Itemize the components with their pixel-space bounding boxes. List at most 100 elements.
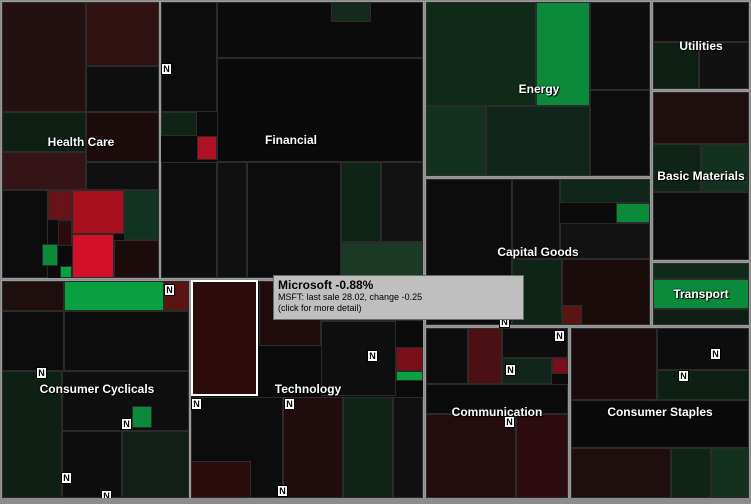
tile[interactable] <box>616 203 650 223</box>
tile[interactable] <box>536 2 590 106</box>
news-icon[interactable]: N <box>36 367 47 379</box>
tile[interactable] <box>114 240 159 278</box>
tile[interactable] <box>48 190 72 220</box>
tile[interactable] <box>653 42 699 89</box>
sector-utilities[interactable]: Utilities <box>652 1 750 90</box>
news-icon[interactable]: N <box>554 330 565 342</box>
news-icon[interactable]: N <box>61 472 72 484</box>
tile[interactable] <box>657 328 749 370</box>
tile[interactable] <box>64 281 164 311</box>
tile[interactable] <box>283 397 343 498</box>
tile[interactable] <box>161 162 217 278</box>
sector-communication[interactable]: Communication <box>425 327 569 499</box>
tile[interactable] <box>426 106 486 176</box>
tile[interactable] <box>217 58 423 162</box>
news-icon[interactable]: N <box>164 284 175 296</box>
tile[interactable] <box>396 347 423 371</box>
tile[interactable] <box>571 400 749 448</box>
news-icon[interactable]: N <box>161 63 172 75</box>
sector-health-care[interactable]: Health Care <box>1 1 160 279</box>
tile[interactable] <box>571 448 671 498</box>
tile[interactable] <box>58 220 72 246</box>
tile[interactable] <box>321 321 396 396</box>
tile[interactable] <box>42 244 58 266</box>
tile[interactable] <box>699 42 749 89</box>
news-icon[interactable]: N <box>504 416 515 428</box>
tile[interactable] <box>86 112 159 162</box>
tile[interactable] <box>653 279 749 309</box>
tile[interactable] <box>197 136 217 160</box>
tile[interactable] <box>653 192 749 260</box>
tile[interactable] <box>671 448 711 498</box>
tile[interactable] <box>161 2 217 112</box>
microsoft-tile-highlight[interactable] <box>191 280 258 396</box>
tile[interactable] <box>247 162 341 278</box>
tile[interactable] <box>657 370 749 400</box>
tile[interactable] <box>590 90 650 176</box>
tile[interactable] <box>653 263 749 279</box>
tile[interactable] <box>426 414 516 498</box>
tile[interactable] <box>132 406 152 428</box>
tile[interactable] <box>341 242 423 278</box>
news-icon[interactable]: N <box>191 398 202 410</box>
sector-capital-goods[interactable]: Capital Goods <box>425 178 651 326</box>
tile[interactable] <box>62 431 122 498</box>
sector-transport[interactable]: Transport <box>652 262 750 326</box>
sector-financial[interactable]: Financial <box>160 1 424 279</box>
tile[interactable] <box>381 162 423 242</box>
stock-tooltip[interactable]: Microsoft -0.88% MSFT: last sale 28.02, … <box>273 275 524 320</box>
tile[interactable] <box>2 311 64 371</box>
tile[interactable] <box>86 162 159 190</box>
tile[interactable] <box>562 305 582 325</box>
tile[interactable] <box>2 112 86 152</box>
tile[interactable] <box>653 2 749 42</box>
tile[interactable] <box>653 144 701 192</box>
tile[interactable] <box>2 281 64 311</box>
tile[interactable] <box>653 92 749 144</box>
tile[interactable] <box>64 311 189 371</box>
sector-energy[interactable]: Energy <box>425 1 651 177</box>
tile[interactable] <box>2 190 48 278</box>
tile[interactable] <box>711 448 749 498</box>
tile[interactable] <box>86 66 159 112</box>
tile[interactable] <box>2 2 86 112</box>
tile[interactable] <box>191 461 251 498</box>
tile[interactable] <box>343 397 393 498</box>
sector-consumer-staples[interactable]: Consumer Staples <box>570 327 750 499</box>
tile[interactable] <box>571 328 657 400</box>
news-icon[interactable]: N <box>367 350 378 362</box>
tile[interactable] <box>396 371 423 381</box>
tile[interactable] <box>341 162 381 242</box>
tile[interactable] <box>560 223 650 259</box>
tile[interactable] <box>590 2 650 90</box>
tile[interactable] <box>701 144 749 192</box>
tile[interactable] <box>426 384 568 414</box>
tile[interactable] <box>217 2 423 58</box>
tile[interactable] <box>217 162 247 278</box>
news-icon[interactable]: N <box>277 485 288 497</box>
tile[interactable] <box>60 266 72 278</box>
tile[interactable] <box>512 179 560 259</box>
tile[interactable] <box>426 328 468 384</box>
tile[interactable] <box>122 431 189 498</box>
news-icon[interactable]: N <box>284 398 295 410</box>
news-icon[interactable]: N <box>121 418 132 430</box>
sector-basic-materials[interactable]: Basic Materials <box>652 91 750 261</box>
tile[interactable] <box>560 179 650 203</box>
tile[interactable] <box>124 190 159 240</box>
tile[interactable] <box>2 152 86 190</box>
tile[interactable] <box>86 2 159 66</box>
sector-consumer-cyclicals[interactable]: Consumer Cyclicals <box>1 280 190 499</box>
tile[interactable] <box>426 2 536 106</box>
tile[interactable] <box>2 371 62 498</box>
tile[interactable] <box>468 328 502 384</box>
tile[interactable] <box>486 106 590 176</box>
news-icon[interactable]: N <box>505 364 516 376</box>
tile[interactable] <box>161 112 197 136</box>
tile[interactable] <box>516 414 568 498</box>
tile[interactable] <box>393 397 423 498</box>
tile[interactable] <box>653 309 749 325</box>
tile[interactable] <box>72 190 124 234</box>
news-icon[interactable]: N <box>710 348 721 360</box>
tile[interactable] <box>72 234 114 278</box>
